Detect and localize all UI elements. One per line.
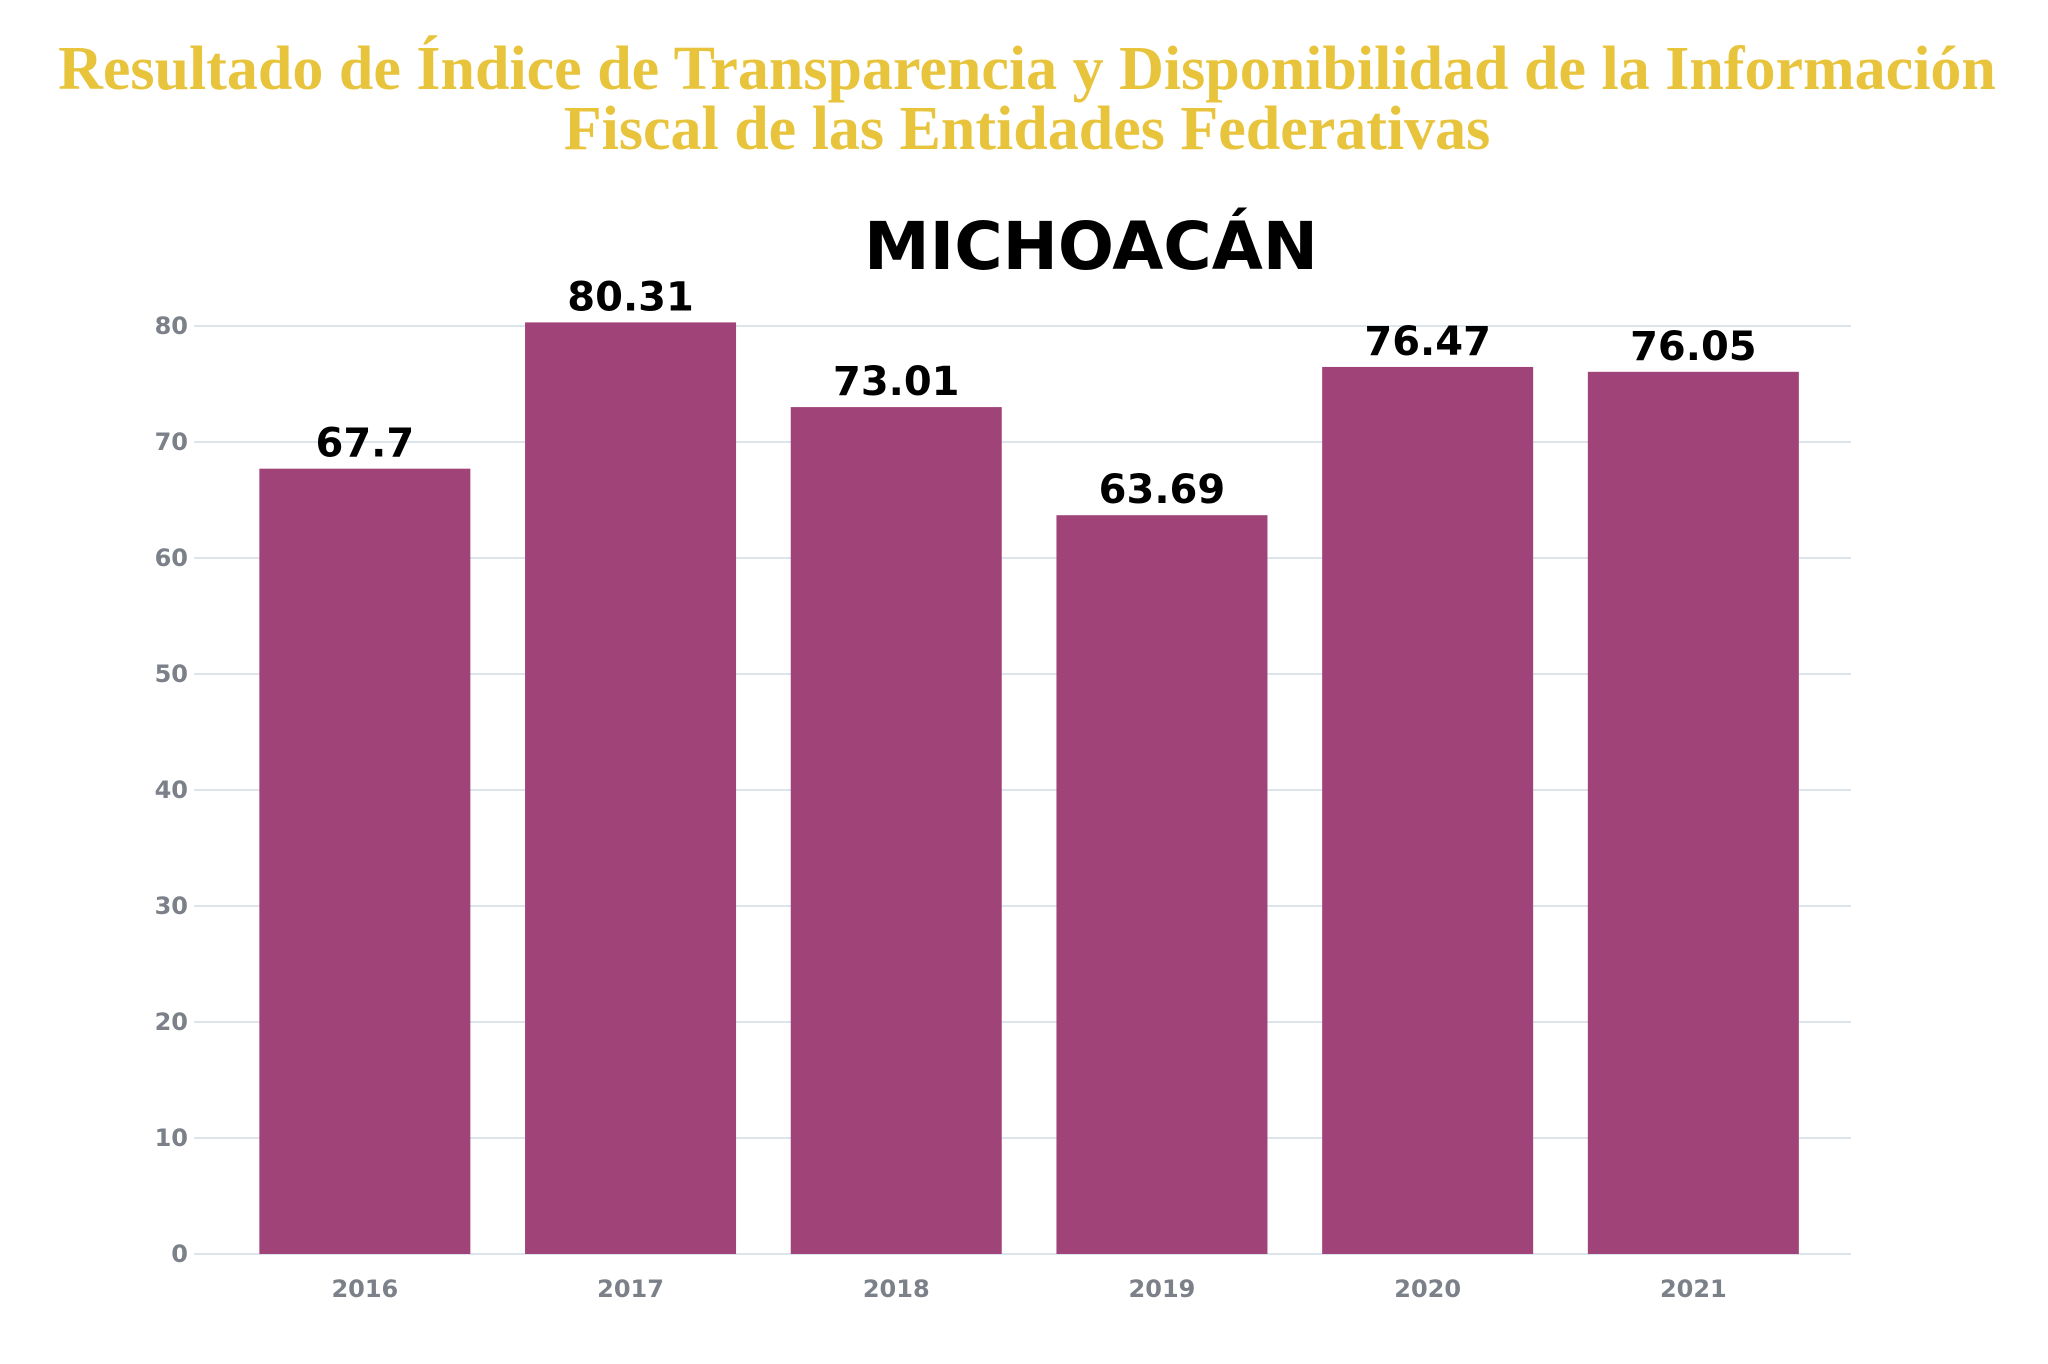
bar [525,322,737,1254]
bar-value-label: 80.31 [567,274,694,320]
x-tick-label: 2019 [1129,1275,1196,1303]
bar-value-label: 67.7 [315,421,414,467]
y-tick-label: 60 [155,544,188,572]
x-tick-label: 2018 [863,1275,930,1303]
bar-value-label: 76.05 [1630,324,1757,370]
y-tick-label: 20 [155,1008,188,1036]
bar [1587,371,1799,1254]
x-tick-label: 2020 [1394,1275,1461,1303]
x-tick-label: 2021 [1660,1275,1727,1303]
x-tick-label: 2017 [597,1275,664,1303]
y-tick-label: 10 [155,1124,188,1152]
bar [1322,366,1534,1254]
y-tick-label: 70 [155,428,188,456]
y-tick-label: 0 [171,1240,188,1268]
y-tick-label: 30 [155,892,188,920]
y-tick-label: 80 [155,312,188,340]
bar [1056,515,1268,1254]
bar [259,468,471,1254]
page-title-line-2: Fiscal de las Entidades Federativas [564,95,1491,163]
bar-value-label: 63.69 [1099,467,1226,513]
bar [790,407,1002,1255]
x-tick-label: 2016 [331,1275,398,1303]
bars [259,322,1799,1255]
x-axis-tick-labels: 2016 2017 2018 2019 2020 2021 [331,1275,1726,1303]
bar-value-label: 73.01 [833,359,960,405]
bar-value-label: 76.47 [1364,319,1491,365]
y-axis-tick-labels: 0 10 20 30 40 50 60 70 80 [155,312,188,1268]
y-tick-label: 50 [155,660,188,688]
page-title-line-1: Resultado de Índice de Transparencia y D… [58,35,1996,103]
chart-title: MICHOACÁN [864,207,1318,285]
y-tick-label: 40 [155,776,188,804]
value-labels: 67.7 80.31 73.01 63.69 76.47 76.05 [315,274,1756,513]
